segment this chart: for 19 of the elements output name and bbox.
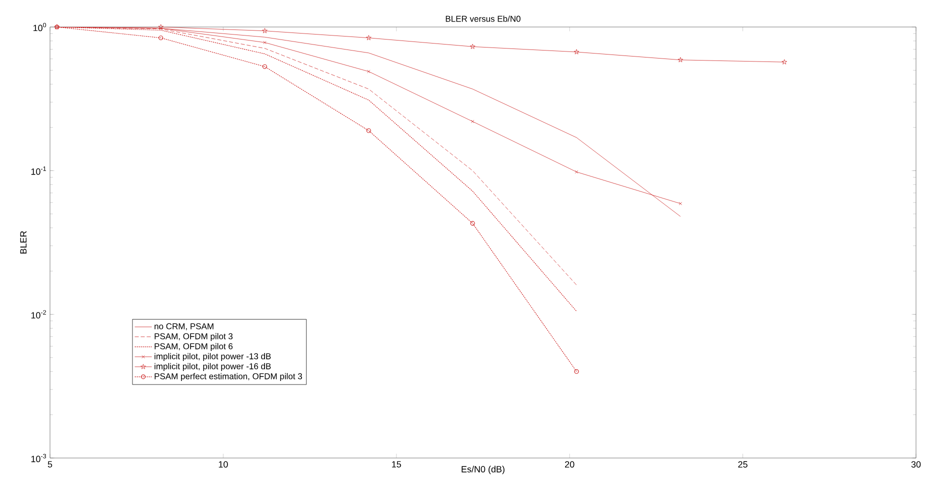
legend-label: PSAM, OFDM pilot 3 [154,333,233,341]
x-tick-label: 10 [218,461,228,468]
x-tick-label: 25 [738,461,748,468]
y-tick-label: 10$^{-3}$ [31,454,46,462]
legend-label: PSAM perfect estimation, OFDM pilot 3 [154,373,302,381]
x-tick-label: 15 [392,461,402,468]
legend-label: implicit pilot, pilot power -16 dB [154,363,271,371]
x-tick-label: 20 [565,461,574,468]
legend-label: no CRM, PSAM [154,323,214,330]
legend-label: PSAM, OFDM pilot 6 [154,343,233,351]
x-tick-label: 30 [911,461,921,468]
x-tick-label: 5 [48,461,52,468]
y-tick-label: 10$^{-2}$ [31,310,46,318]
x-axis-title: Es/N0 (dB) [462,466,504,474]
y-axis-title: BLER [20,231,26,254]
y-tick-label: 10$^{0}$ [33,22,46,32]
legend-label: implicit pilot, pilot power -13 dB [154,353,271,361]
y-tick-label: 10$^{-1}$ [31,166,46,175]
chart-title: BLER versus Eb/N0 [446,16,520,22]
